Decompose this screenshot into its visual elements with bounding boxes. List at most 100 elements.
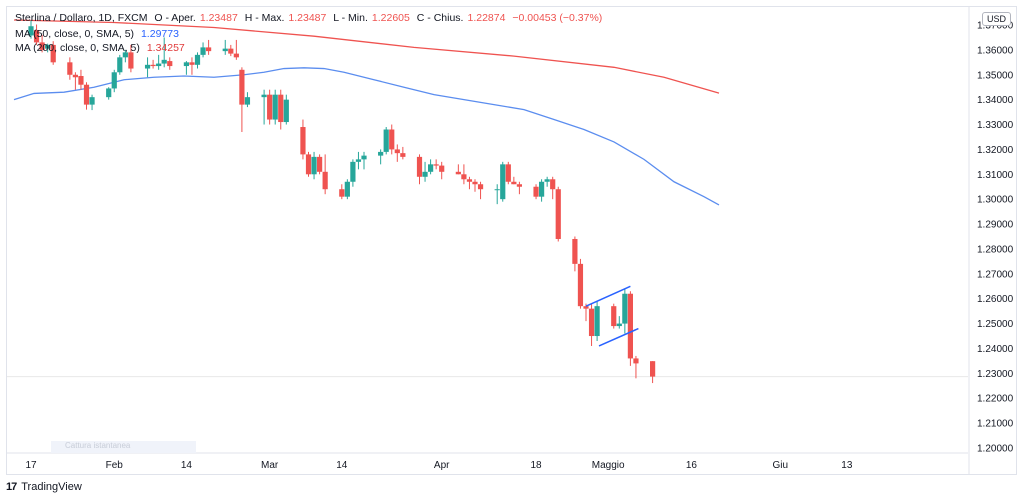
candle-body — [539, 181, 545, 197]
candle-body — [455, 171, 461, 175]
change-value: −0.00453 (−0.37%) — [512, 12, 603, 24]
candle-body — [28, 26, 34, 36]
candle-body — [500, 164, 506, 200]
candle-body — [583, 306, 589, 309]
candle-body — [389, 129, 395, 150]
candle-body — [494, 189, 500, 191]
candle-body — [67, 62, 73, 75]
candle-body — [650, 361, 656, 377]
candle-body — [272, 94, 278, 120]
candle-body — [305, 154, 312, 175]
candle-body — [378, 151, 384, 156]
x-tick-label: 17 — [25, 460, 37, 471]
ma200-label: MA (200, close, 0, SMA, 5) — [15, 42, 140, 54]
candle-body — [511, 181, 517, 185]
candle-body — [117, 57, 123, 73]
candle-body — [466, 179, 473, 182]
y-tick-label: 1.27000 — [977, 269, 1014, 280]
candle-body — [472, 181, 478, 185]
open-label: O - Aper. — [154, 12, 196, 24]
ma200-value: 1.34257 — [146, 42, 185, 54]
candle-body — [394, 149, 400, 154]
y-tick-label: 1.29000 — [977, 220, 1014, 231]
y-tick-label: 1.32000 — [977, 145, 1014, 156]
legend-ohlc: Sterlina / Dollaro, 1D, FXCM O - Aper. 1.… — [15, 12, 606, 24]
candlestick-chart[interactable]: 1.37000 1.36000 1.35000 1.34000 1.33000 1.320… — [7, 7, 1016, 474]
tradingview-logo-icon[interactable]: 17 — [6, 481, 17, 493]
candle-body — [439, 165, 445, 172]
candle-body — [261, 94, 267, 98]
candle-body — [228, 48, 234, 54]
candle-body — [222, 48, 228, 52]
candle-body — [400, 153, 406, 157]
y-tick-label: 1.31000 — [977, 170, 1014, 181]
candle-body — [355, 159, 362, 162]
ma50-value: 1.29773 — [140, 28, 179, 40]
candle-body — [588, 308, 595, 337]
candle-body — [200, 47, 206, 55]
candle-body — [156, 63, 162, 67]
candle-body — [433, 164, 439, 166]
candle-body — [189, 62, 195, 65]
candle-body — [516, 184, 522, 187]
candle-body — [244, 97, 251, 105]
candle-body — [111, 72, 117, 89]
close-value: 1.22874 — [467, 12, 506, 24]
candle-body — [422, 171, 428, 177]
x-tick-label: Mar — [261, 460, 279, 471]
y-tick-label: 1.23000 — [977, 369, 1014, 380]
candle-body — [627, 293, 633, 359]
close-label: C - Chius. — [416, 12, 464, 24]
currency-button[interactable]: USD — [982, 12, 1012, 26]
candle-body — [461, 174, 467, 180]
candle-body — [361, 155, 367, 160]
chart-area[interactable]: 1.37000 1.36000 1.35000 1.34000 1.33000 1.320… — [6, 6, 1017, 475]
legend-ma200[interactable]: MA (200, close, 0, SMA, 5) 1.34257 — [15, 42, 189, 54]
candle-body — [278, 94, 284, 123]
ma50-label: MA (50, close, 0, SMA, 5) — [15, 28, 135, 40]
candle-body — [317, 156, 323, 172]
candle-body — [39, 42, 45, 50]
x-tick-label: 14 — [336, 460, 348, 471]
candle-body — [555, 189, 561, 239]
candle-body — [89, 97, 95, 105]
candle-body — [144, 64, 151, 69]
candle-body — [477, 184, 484, 190]
low-label: L - Min. — [333, 12, 368, 24]
candle-body — [33, 29, 40, 43]
ma50-line — [13, 67, 720, 206]
candle-body — [194, 54, 201, 65]
x-tick-label: 13 — [841, 460, 853, 471]
candle-body — [350, 161, 356, 182]
candle-body — [83, 84, 90, 105]
footer: 17 TradingView — [6, 481, 82, 493]
y-tick-label: 1.36000 — [977, 45, 1014, 56]
candle-body — [72, 74, 78, 78]
candle-body — [550, 179, 556, 190]
candle-body — [633, 358, 639, 364]
candle-body — [594, 306, 600, 337]
x-tick-label: 14 — [181, 460, 193, 471]
y-tick-label: 1.22000 — [977, 394, 1014, 405]
brand-name[interactable]: TradingView — [21, 481, 82, 493]
symbol-title[interactable]: Sterlina / Dollaro, 1D, FXCM — [15, 12, 148, 24]
candle-body — [428, 164, 434, 172]
y-tick-label: 1.35000 — [977, 70, 1014, 81]
x-tick-label: Maggio — [592, 460, 625, 471]
candle-body — [167, 61, 173, 67]
candle-body — [45, 44, 51, 49]
y-tick-label: 1.37000 — [977, 21, 1014, 32]
candle-body — [78, 76, 84, 85]
channel-lower-line — [598, 327, 639, 347]
candle-body — [322, 171, 328, 190]
candle-body — [311, 156, 317, 175]
candle-body — [572, 238, 578, 264]
legend-ma50[interactable]: MA (50, close, 0, SMA, 5) 1.29773 — [15, 28, 183, 40]
candle-body — [622, 293, 628, 324]
y-tick-label: 1.34000 — [977, 95, 1014, 106]
y-tick-label: 1.28000 — [977, 244, 1014, 255]
candle-body — [577, 263, 584, 307]
snapshot-watermark: Cattura istantanea — [51, 441, 196, 453]
candle-body — [239, 69, 245, 105]
y-tick-label: 1.24000 — [977, 344, 1014, 355]
